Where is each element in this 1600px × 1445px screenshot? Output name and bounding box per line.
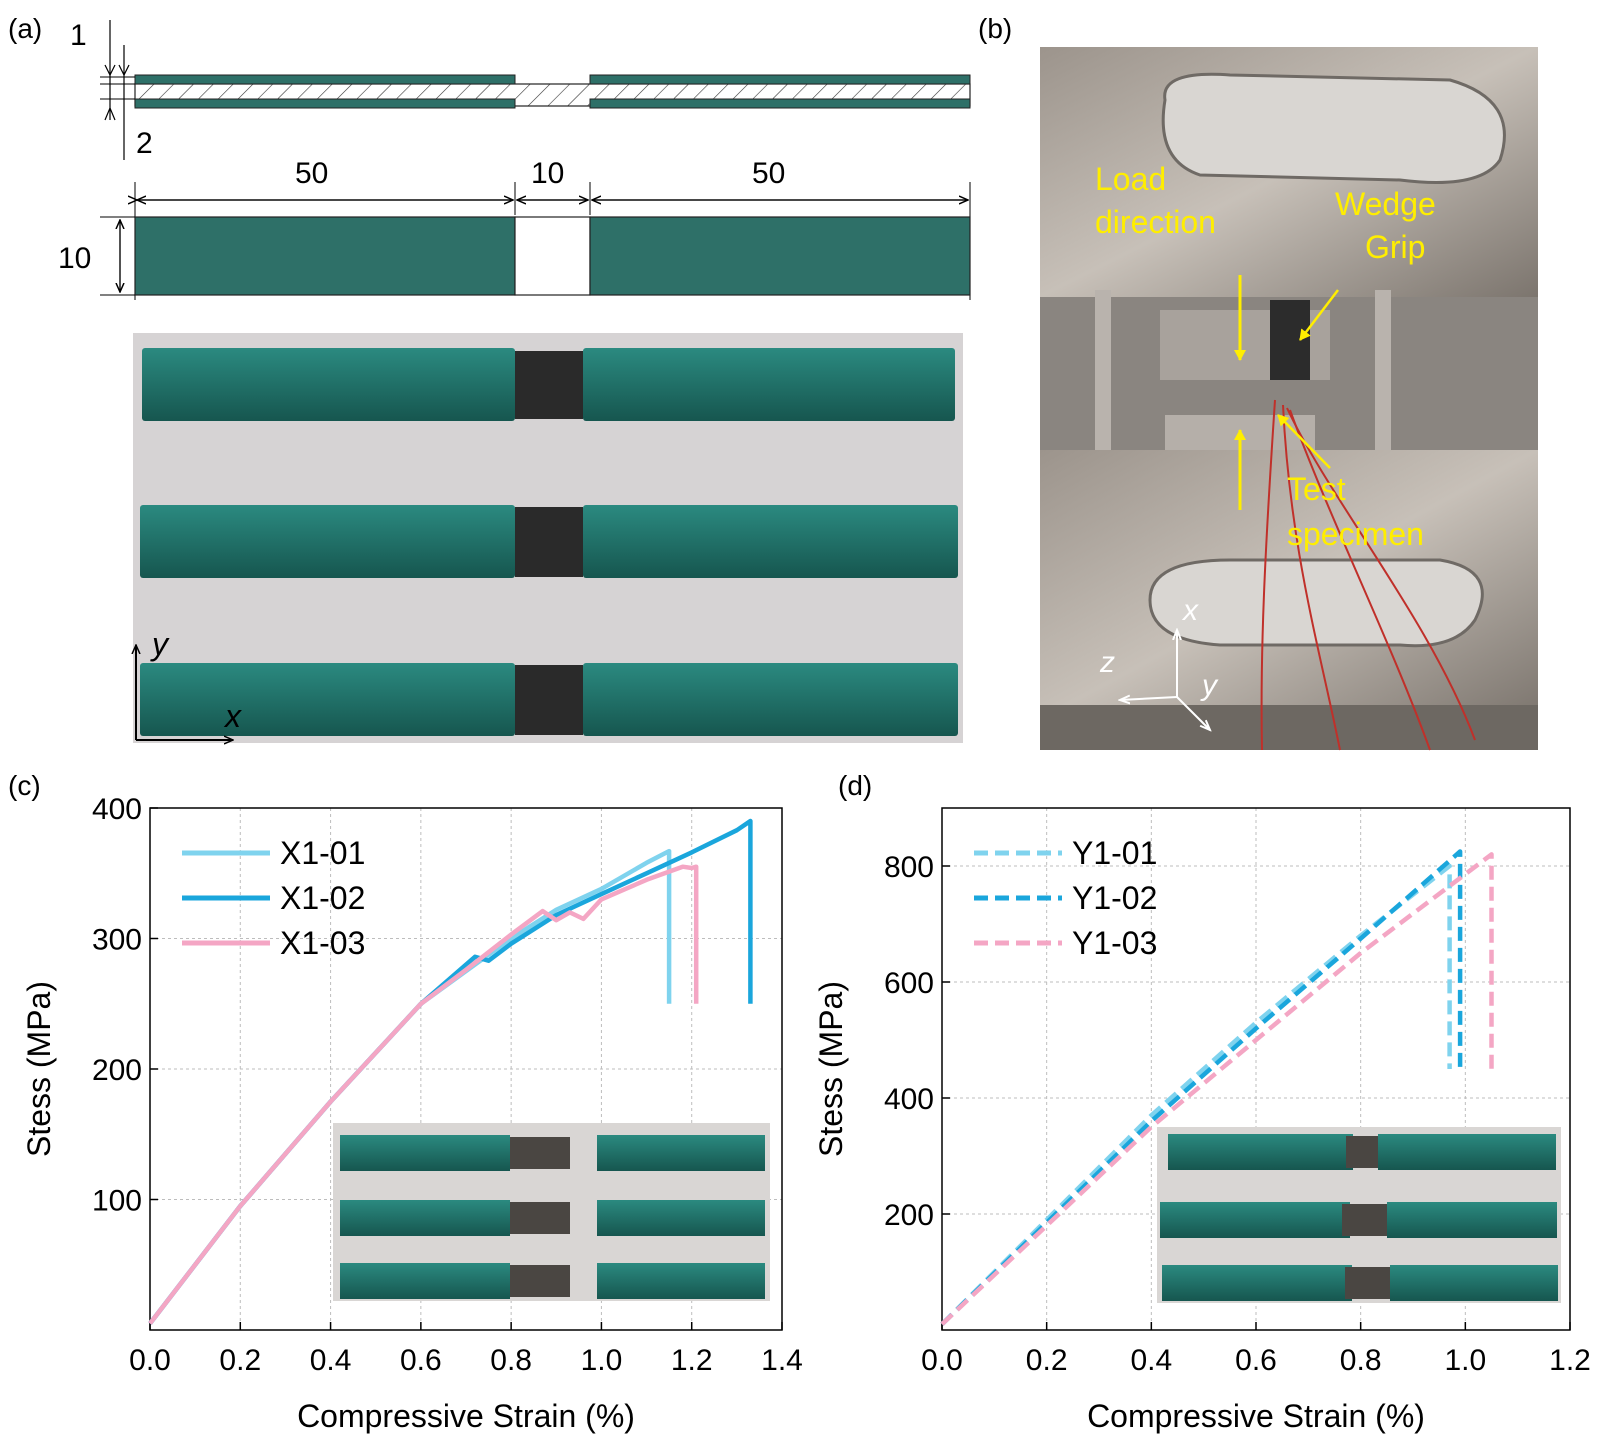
label-test-specimen-1: Test bbox=[1287, 471, 1346, 507]
chart-d-x-axis-label: Compressive Strain (%) bbox=[1087, 1398, 1425, 1434]
chart-d-x-tick-label: 0.8 bbox=[1340, 1344, 1382, 1377]
chart-d-series-y1-02 bbox=[940, 849, 1463, 1326]
fixture-axis-y: y bbox=[1200, 669, 1219, 702]
label-wedge-grip-2: Grip bbox=[1365, 229, 1425, 265]
chart-d: 0.0 0.2 0.4 0.6 0.8 1.0 1.2 200 400 600 800 Compres… bbox=[813, 807, 1591, 1434]
chart-c-y-tick-label: 300 bbox=[92, 924, 142, 957]
chart-c-x-tick-label: 0.6 bbox=[400, 1344, 442, 1377]
fixture-axis-z: z bbox=[1099, 646, 1115, 679]
photo-axis-y: y bbox=[150, 626, 170, 662]
chart-c-y-tick-label: 400 bbox=[92, 793, 142, 826]
chart-c-series-x1-03 bbox=[148, 864, 699, 1325]
panel-d: (d) 0.0 0.2 0.4 0.6 0.8 1.0 1.2 200 400 600 800 Com… bbox=[813, 770, 1591, 1434]
chart-c-y-tick-label: 100 bbox=[92, 1185, 142, 1218]
dim-width: 10 bbox=[58, 242, 91, 275]
chart-d-x-tick-label: 1.0 bbox=[1444, 1344, 1486, 1377]
label-load-direction-2: direction bbox=[1095, 204, 1216, 240]
chart-c: 0.0 0.2 0.4 0.6 0.8 1.0 1.2 1.4 100 200 300 400 Comp… bbox=[21, 793, 803, 1434]
chart-d-y-tick-label: 600 bbox=[884, 967, 934, 1000]
chart-d-x-tick-label: 0.2 bbox=[1026, 1344, 1068, 1377]
chart-d-x-tick-label: 0.6 bbox=[1235, 1344, 1277, 1377]
chart-c-x-tick-label: 1.0 bbox=[581, 1344, 623, 1377]
chart-d-y-tick-label: 400 bbox=[884, 1083, 934, 1116]
chart-c-x-tick-label: 1.2 bbox=[671, 1344, 713, 1377]
chart-d-legend-label: Y1-01 bbox=[1072, 835, 1157, 871]
panel-a: (a) 1 2 bbox=[8, 13, 971, 743]
top-view-schematic: 50 10 50 10 bbox=[58, 157, 971, 300]
panel-a-label: (a) bbox=[8, 13, 42, 44]
chart-d-x-tick-label: 0.4 bbox=[1130, 1344, 1172, 1377]
test-fixture-photo: Load direction Wedge Grip Test specimen … bbox=[1040, 47, 1538, 751]
chart-c-x-tick-label: 0.8 bbox=[490, 1344, 532, 1377]
panel-b: (b) Load direction Wedge Grip Te bbox=[978, 13, 1538, 751]
chart-c-y-axis-label: Stess (MPa) bbox=[21, 981, 57, 1157]
chart-d-x-tick-label: 1.2 bbox=[1549, 1344, 1591, 1377]
chart-d-legend-label: Y1-03 bbox=[1072, 925, 1157, 961]
chart-c-legend-label: X1-02 bbox=[280, 880, 365, 916]
chart-c-x-tick-label: 1.4 bbox=[761, 1344, 803, 1377]
dim-top-thickness: 1 bbox=[70, 19, 87, 52]
specimen-photo: y x bbox=[133, 333, 963, 743]
chart-c-legend-label: X1-03 bbox=[280, 925, 365, 961]
chart-c-x-tick-label: 0.0 bbox=[129, 1344, 171, 1377]
label-wedge-grip-1: Wedge bbox=[1335, 186, 1436, 222]
panel-c-label: (c) bbox=[8, 770, 41, 801]
chart-d-series-y1-03 bbox=[940, 852, 1494, 1326]
label-test-specimen-2: specimen bbox=[1287, 516, 1424, 552]
label-load-direction-1: Load bbox=[1095, 161, 1166, 197]
side-view-schematic: 1 2 bbox=[70, 19, 971, 160]
chart-c-y-tick-label: 200 bbox=[92, 1054, 142, 1087]
chart-d-x-tick-label: 0.0 bbox=[921, 1344, 963, 1377]
chart-c-x-axis-label: Compressive Strain (%) bbox=[297, 1398, 635, 1434]
dim-bottom-thickness: 2 bbox=[136, 127, 153, 160]
chart-d-y-axis-label: Stess (MPa) bbox=[813, 981, 849, 1157]
chart-c-legend-label: X1-01 bbox=[280, 835, 365, 871]
fixture-axis-x: x bbox=[1181, 594, 1199, 627]
chart-c-inset-photo bbox=[333, 1123, 770, 1301]
panel-b-label: (b) bbox=[978, 13, 1012, 44]
dim-left-length: 50 bbox=[295, 157, 328, 190]
chart-c-x-tick-label: 0.2 bbox=[219, 1344, 261, 1377]
panel-c: (c) 0.0 0.2 0.4 0.6 0.8 1.0 1.2 1.4 100 200 300 400… bbox=[8, 770, 803, 1434]
chart-d-inset-photo bbox=[1157, 1127, 1561, 1303]
dim-right-length: 50 bbox=[752, 157, 785, 190]
chart-d-legend-label: Y1-02 bbox=[1072, 880, 1157, 916]
chart-c-x-tick-label: 0.4 bbox=[310, 1344, 352, 1377]
photo-axis-x: x bbox=[223, 698, 242, 734]
dim-gap-length: 10 bbox=[531, 157, 564, 190]
panel-d-label: (d) bbox=[838, 770, 872, 801]
chart-d-y-tick-label: 200 bbox=[884, 1199, 934, 1232]
chart-d-y-tick-label: 800 bbox=[884, 851, 934, 884]
